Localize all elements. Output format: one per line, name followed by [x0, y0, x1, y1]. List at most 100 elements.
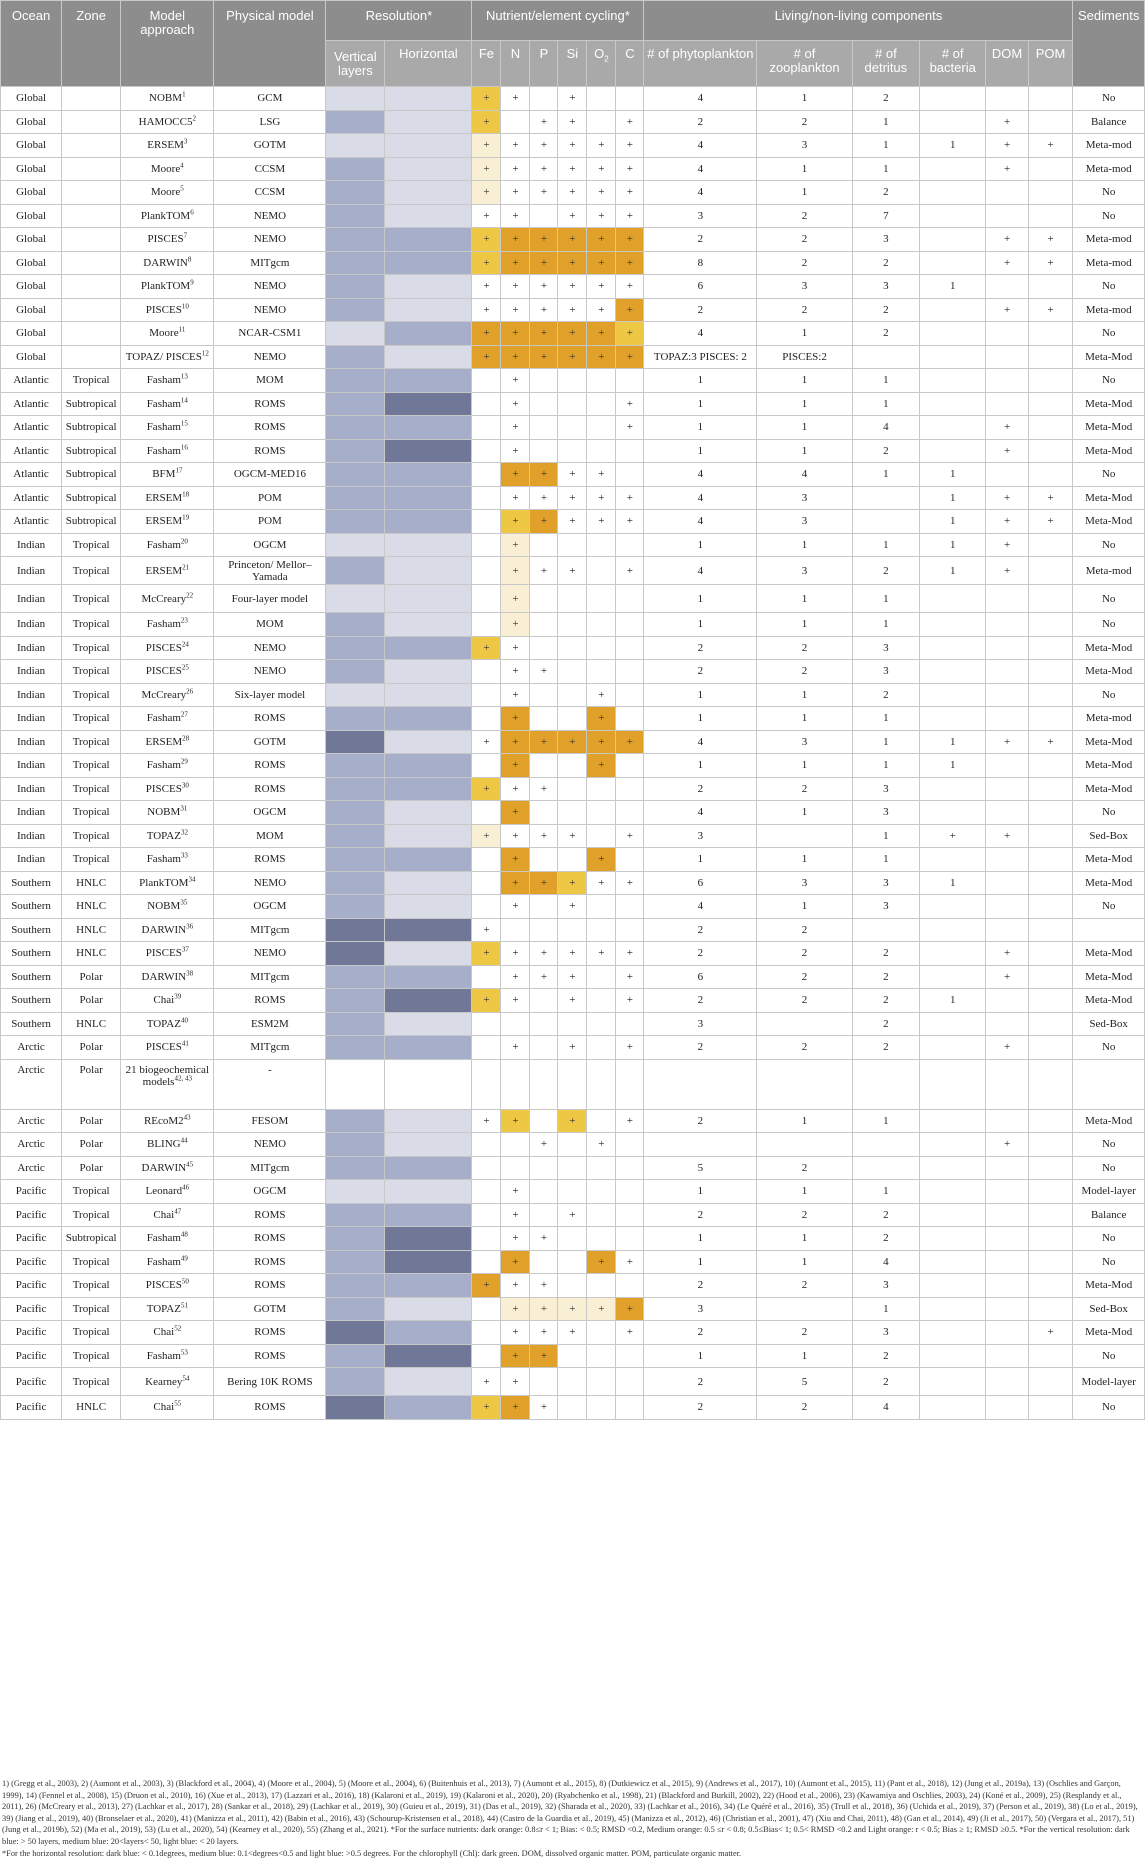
- cell-ocean: Global: [0, 203, 63, 228]
- header-o2: O2: [586, 40, 617, 87]
- cell-zone: Tropical: [61, 659, 122, 684]
- cell-nutrient-p: [529, 1249, 559, 1274]
- cell-nutrient-p: +: [529, 964, 559, 989]
- cell-vertical-resolution: [325, 964, 386, 989]
- cell-horizontal-resolution: [384, 1249, 473, 1274]
- cell-nutrient-n: +: [500, 635, 531, 660]
- cell-zone: Tropical: [61, 556, 122, 585]
- header-resolution: Resolution*: [325, 0, 473, 41]
- cell-nutrient-n: +: [500, 180, 531, 205]
- cell-nutrient-n: +: [500, 532, 531, 557]
- cell-zone: Tropical: [61, 1367, 122, 1396]
- cell-nutrient-si: +: [557, 1035, 588, 1060]
- cell-vertical-resolution: [325, 1202, 386, 1227]
- table-row: Indian Tropical ERSEM21 Princeton/ Mellor–Y…: [0, 556, 1145, 585]
- cell-horizontal-resolution: [384, 462, 473, 487]
- cell-nutrient-fe: [471, 532, 502, 557]
- cell-dom: +: [985, 532, 1029, 557]
- cell-sediments: Meta-Mod: [1072, 941, 1145, 966]
- cell-pom: [1027, 415, 1074, 440]
- cell-nutrient-n: +: [500, 753, 531, 778]
- cell-model-approach: PISCES41: [120, 1035, 215, 1060]
- cell-dom: [985, 203, 1029, 228]
- cell-dom: +: [985, 941, 1029, 966]
- cell-nutrient-fe: [471, 753, 502, 778]
- cell-nutrient-o2: [586, 776, 617, 801]
- cell-nutrient-c: +: [615, 823, 645, 848]
- cell-horizontal-resolution: [384, 706, 473, 731]
- cell-nutrient-c: +: [615, 227, 645, 252]
- cell-physical-model: ROMS: [213, 847, 327, 872]
- cell-nutrient-si: +: [557, 156, 588, 181]
- cell-vertical-resolution: [325, 1058, 386, 1110]
- cell-phytoplankton: 3: [643, 1296, 758, 1321]
- cell-nutrient-c: [615, 612, 645, 637]
- cell-pom: [1027, 203, 1074, 228]
- cell-physical-model: OGCM: [213, 800, 327, 825]
- cell-bacteria: [919, 1273, 987, 1298]
- cell-nutrient-si: [557, 659, 588, 684]
- cell-nutrient-n: [500, 1058, 531, 1110]
- cell-sediments: Meta-Mod: [1072, 415, 1145, 440]
- cell-physical-model: ROMS: [213, 1273, 327, 1298]
- cell-nutrient-c: [615, 776, 645, 801]
- cell-zooplankton: 1: [756, 800, 853, 825]
- cell-detritus: 1: [851, 109, 921, 134]
- footnote-horizontal: *For the horizontal resolution: dark blu…: [2, 1848, 742, 1858]
- cell-detritus: 2: [851, 1226, 921, 1251]
- cell-model-approach: McCreary22: [120, 584, 215, 613]
- cell-detritus: [851, 1058, 921, 1110]
- model-ref: 31: [180, 804, 188, 813]
- cell-vertical-resolution: [325, 729, 386, 754]
- cell-nutrient-p: +: [529, 1395, 559, 1420]
- cell-detritus: [851, 917, 921, 942]
- cell-nutrient-n: +: [500, 964, 531, 989]
- cell-pom: [1027, 917, 1074, 942]
- cell-vertical-resolution: [325, 1179, 386, 1204]
- model-name: PISCES: [145, 782, 182, 795]
- cell-nutrient-si: [557, 532, 588, 557]
- cell-ocean: Arctic: [0, 1058, 63, 1110]
- cell-nutrient-n: +: [500, 509, 531, 534]
- cell-model-approach: BLING44: [120, 1132, 215, 1157]
- header-living-components: Living/non-living components: [643, 0, 1074, 41]
- model-comparison-table: Ocean Zone Model approach Physical model…: [0, 0, 1145, 1420]
- cell-nutrient-si: [557, 438, 588, 463]
- model-name: PISCES: [145, 1041, 182, 1054]
- model-ref: 7: [183, 231, 188, 240]
- cell-nutrient-o2: [586, 800, 617, 825]
- cell-zooplankton: 1: [756, 753, 853, 778]
- cell-model-approach: Fasham29: [120, 753, 215, 778]
- model-name: Fasham: [146, 421, 181, 434]
- cell-nutrient-p: [529, 1058, 559, 1110]
- table-row: Pacific Tropical PISCES50 ROMS + + +2 2 3 Meta-Mo…: [0, 1273, 1145, 1298]
- cell-nutrient-o2: +: [586, 509, 617, 534]
- cell-nutrient-n: +: [500, 438, 531, 463]
- cell-phytoplankton: 1: [643, 438, 758, 463]
- cell-nutrient-si: [557, 1343, 588, 1368]
- cell-pom: [1027, 894, 1074, 919]
- cell-phytoplankton: 4: [643, 180, 758, 205]
- cell-zone: Tropical: [61, 1202, 122, 1227]
- cell-nutrient-o2: [586, 1108, 617, 1133]
- cell-detritus: 3: [851, 870, 921, 895]
- cell-detritus: 2: [851, 1035, 921, 1060]
- cell-nutrient-si: +: [557, 180, 588, 205]
- cell-horizontal-resolution: [384, 321, 473, 346]
- cell-physical-model: CCSM: [213, 180, 327, 205]
- header-p: P: [529, 40, 559, 87]
- cell-nutrient-n: +: [500, 556, 531, 585]
- cell-zooplankton: 3: [756, 509, 853, 534]
- model-name: Moore: [150, 162, 181, 175]
- cell-nutrient-n: +: [500, 729, 531, 754]
- header-dom: DOM: [985, 40, 1029, 87]
- table-row: Global TOPAZ/ PISCES12 NEMO + + + + + + TOPAZ:3 P…: [0, 344, 1145, 369]
- cell-nutrient-n: +: [500, 485, 531, 510]
- cell-vertical-resolution: [325, 847, 386, 872]
- cell-nutrient-o2: +: [586, 706, 617, 731]
- cell-dom: +: [985, 556, 1029, 585]
- model-ref: 24: [181, 640, 189, 649]
- cell-nutrient-fe: +: [471, 1273, 502, 1298]
- table-row: Indian Tropical Fasham33 ROMS + +1 1 1 Meta-Mod: [0, 847, 1145, 872]
- cell-nutrient-o2: [586, 1035, 617, 1060]
